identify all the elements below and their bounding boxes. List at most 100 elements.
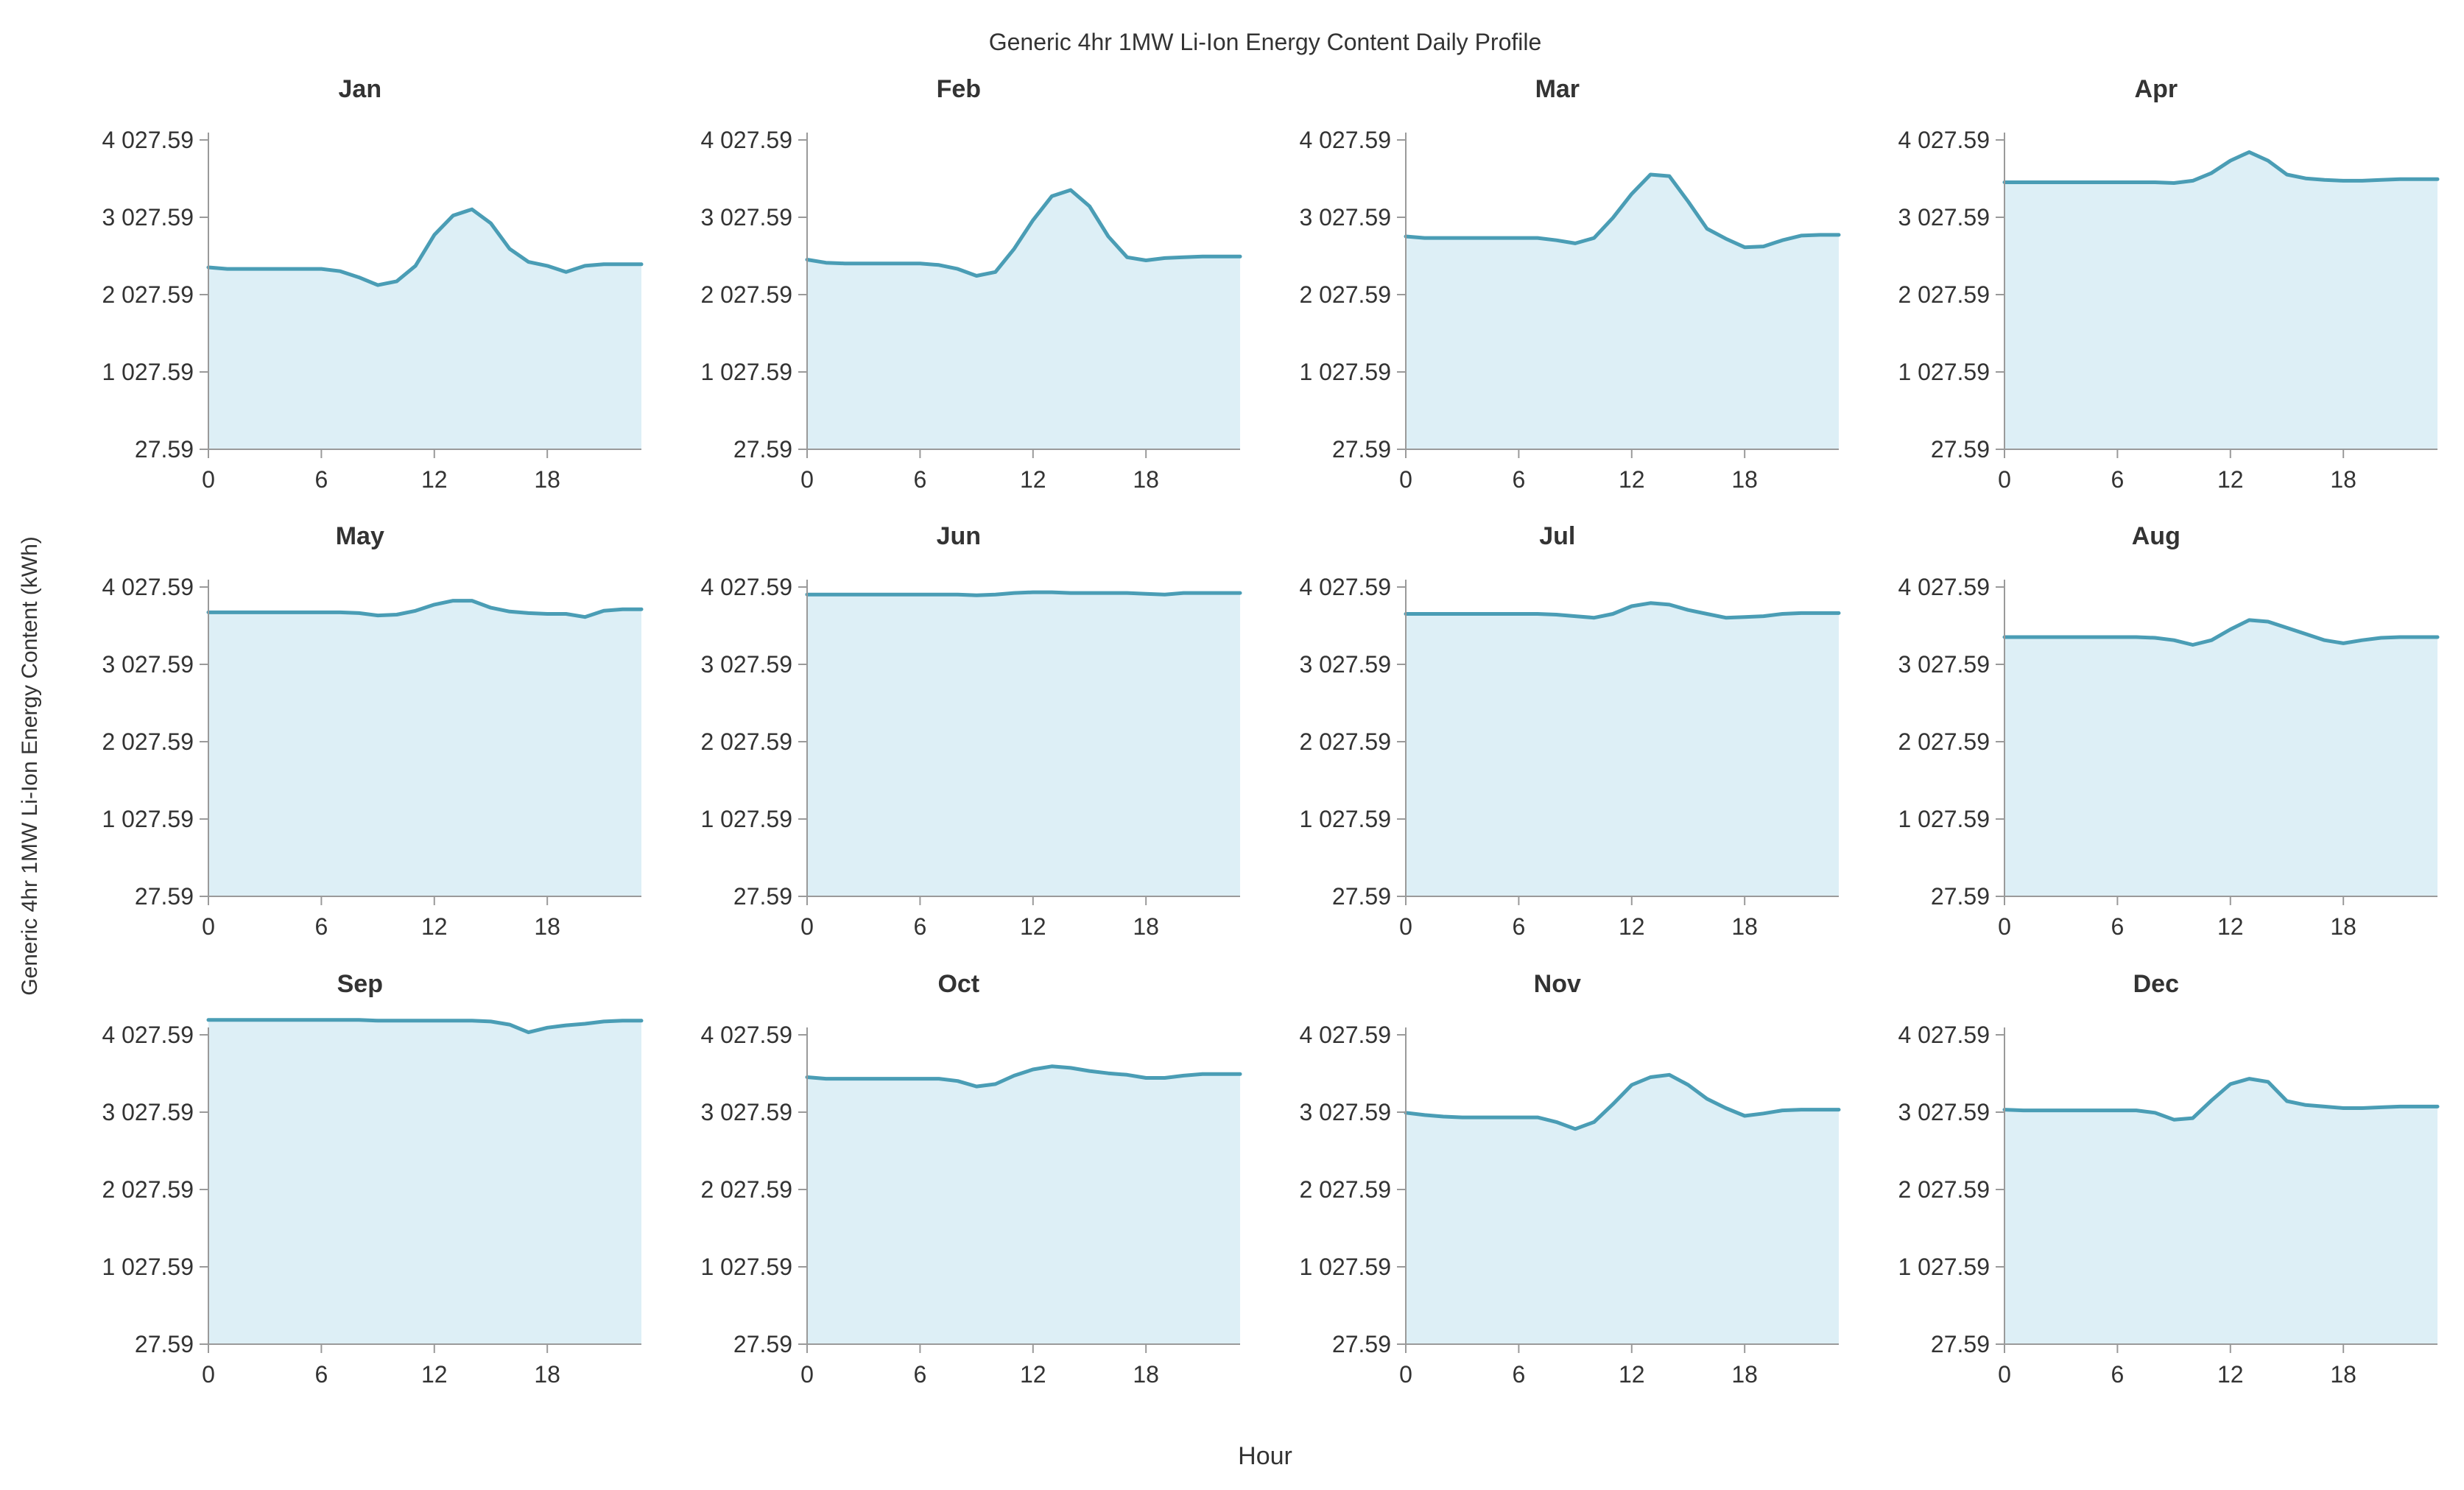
x-tick-label: 12 bbox=[1619, 1361, 1645, 1388]
series-line bbox=[1404, 1072, 1841, 1131]
panel-sep: 27.59 1 027.59 2 027.59 3 027.59 4 027.59 0 6 1… bbox=[102, 970, 644, 1388]
x-tick-label: 18 bbox=[1731, 466, 1758, 493]
y-tick-label: 27.59 bbox=[1931, 1331, 1990, 1357]
y-tick-label: 27.59 bbox=[1332, 436, 1391, 463]
panel-oct: 27.59 1 027.59 2 027.59 3 027.59 4 027.59 0 6 1… bbox=[700, 970, 1242, 1388]
series-area bbox=[1406, 1075, 1839, 1344]
x-tick-label: 12 bbox=[421, 466, 448, 493]
panel-mar: 27.59 1 027.59 2 027.59 3 027.59 4 027.59 0 6 1… bbox=[1299, 75, 1841, 493]
y-tick-label: 1 027.59 bbox=[1898, 806, 1990, 832]
panel-title: May bbox=[336, 522, 384, 550]
panel-title: Feb bbox=[937, 75, 981, 103]
y-tick-label: 2 027.59 bbox=[102, 281, 194, 308]
series-area bbox=[2004, 152, 2437, 449]
panel-title: Dec bbox=[2133, 970, 2179, 998]
panel-apr: 27.59 1 027.59 2 027.59 3 027.59 4 027.59 0 6 1… bbox=[1898, 75, 2440, 493]
figure-x-axis-label: Hour bbox=[1238, 1442, 1292, 1470]
panel-title: Jan bbox=[339, 75, 382, 103]
x-tick-label: 6 bbox=[314, 913, 328, 940]
x-tick-label: 6 bbox=[1512, 1361, 1525, 1388]
series-area bbox=[2004, 1078, 2437, 1344]
y-tick-label: 3 027.59 bbox=[700, 1099, 792, 1125]
y-tick-label: 4 027.59 bbox=[1299, 574, 1391, 600]
x-tick-label: 18 bbox=[2330, 466, 2356, 493]
y-tick-label: 4 027.59 bbox=[102, 1022, 194, 1048]
series-line bbox=[2002, 150, 2440, 185]
panels-group: 27.59 1 027.59 2 027.59 3 027.59 4 027.59 0 6 1… bbox=[102, 75, 2440, 1388]
y-tick-label: 27.59 bbox=[733, 1331, 792, 1357]
figure-title: Generic 4hr 1MW Li-Ion Energy Content Da… bbox=[989, 29, 1542, 55]
series-area bbox=[1406, 175, 1839, 449]
y-tick-label: 27.59 bbox=[135, 436, 194, 463]
y-tick-label: 2 027.59 bbox=[1299, 728, 1391, 755]
y-tick-label: 4 027.59 bbox=[102, 574, 194, 600]
y-tick-label: 1 027.59 bbox=[700, 359, 792, 385]
x-tick-label: 0 bbox=[1998, 1361, 2011, 1388]
y-tick-label: 4 027.59 bbox=[1299, 127, 1391, 153]
series-area bbox=[208, 1019, 641, 1344]
x-tick-label: 0 bbox=[1399, 466, 1412, 493]
series-line bbox=[805, 188, 1242, 278]
x-tick-label: 18 bbox=[1133, 1361, 1159, 1388]
panel-may: 27.59 1 027.59 2 027.59 3 027.59 4 027.59 0 6 1… bbox=[102, 522, 644, 940]
series-line bbox=[2002, 1077, 2440, 1122]
x-tick-label: 18 bbox=[534, 913, 560, 940]
series-area bbox=[807, 592, 1240, 896]
series-line bbox=[1404, 172, 1841, 250]
x-tick-label: 6 bbox=[913, 466, 926, 493]
x-tick-label: 0 bbox=[1998, 466, 2011, 493]
y-tick-label: 3 027.59 bbox=[700, 651, 792, 678]
x-tick-label: 18 bbox=[2330, 1361, 2356, 1388]
series-line bbox=[1404, 601, 1841, 620]
y-tick-label: 2 027.59 bbox=[102, 1176, 194, 1203]
y-tick-label: 1 027.59 bbox=[1898, 359, 1990, 385]
y-tick-label: 27.59 bbox=[135, 883, 194, 910]
y-tick-label: 1 027.59 bbox=[102, 1254, 194, 1280]
x-tick-label: 6 bbox=[314, 1361, 328, 1388]
x-tick-label: 12 bbox=[2217, 1361, 2244, 1388]
y-tick-label: 2 027.59 bbox=[700, 281, 792, 308]
y-tick-label: 1 027.59 bbox=[700, 806, 792, 832]
x-tick-label: 12 bbox=[421, 913, 448, 940]
panel-title: Apr bbox=[2135, 75, 2178, 103]
panel-title: Nov bbox=[1534, 970, 1581, 998]
x-tick-label: 0 bbox=[800, 1361, 814, 1388]
y-tick-label: 4 027.59 bbox=[700, 1022, 792, 1048]
y-tick-label: 2 027.59 bbox=[1898, 728, 1990, 755]
x-tick-label: 6 bbox=[1512, 913, 1525, 940]
x-tick-label: 12 bbox=[421, 1361, 448, 1388]
y-tick-label: 3 027.59 bbox=[1898, 1099, 1990, 1125]
x-tick-label: 0 bbox=[1399, 1361, 1412, 1388]
y-tick-label: 3 027.59 bbox=[102, 204, 194, 231]
x-tick-label: 12 bbox=[2217, 913, 2244, 940]
x-tick-label: 0 bbox=[1998, 913, 2011, 940]
y-tick-label: 2 027.59 bbox=[1299, 1176, 1391, 1203]
y-tick-label: 27.59 bbox=[1931, 436, 1990, 463]
y-tick-label: 1 027.59 bbox=[1299, 1254, 1391, 1280]
x-tick-label: 12 bbox=[1619, 466, 1645, 493]
x-tick-label: 18 bbox=[1133, 466, 1159, 493]
y-tick-label: 4 027.59 bbox=[1898, 1022, 1990, 1048]
x-tick-label: 18 bbox=[2330, 913, 2356, 940]
y-tick-label: 2 027.59 bbox=[102, 728, 194, 755]
figure-y-axis-label: Generic 4hr 1MW Li-Ion Energy Content (k… bbox=[18, 536, 42, 996]
panel-title: Oct bbox=[937, 970, 979, 998]
panel-dec: 27.59 1 027.59 2 027.59 3 027.59 4 027.59 0 6 1… bbox=[1898, 970, 2440, 1388]
x-tick-label: 0 bbox=[800, 913, 814, 940]
x-tick-label: 18 bbox=[1731, 913, 1758, 940]
x-tick-label: 6 bbox=[2111, 913, 2124, 940]
y-tick-label: 4 027.59 bbox=[102, 127, 194, 153]
y-tick-label: 4 027.59 bbox=[1299, 1022, 1391, 1048]
panel-title: Mar bbox=[1535, 75, 1580, 103]
x-tick-label: 18 bbox=[1731, 1361, 1758, 1388]
panel-nov: 27.59 1 027.59 2 027.59 3 027.59 4 027.59 0 6 1… bbox=[1299, 970, 1841, 1388]
y-tick-label: 2 027.59 bbox=[1299, 281, 1391, 308]
y-tick-label: 1 027.59 bbox=[102, 806, 194, 832]
panel-jan: 27.59 1 027.59 2 027.59 3 027.59 4 027.59 0 6 1… bbox=[102, 75, 644, 493]
y-tick-label: 1 027.59 bbox=[1299, 806, 1391, 832]
x-tick-label: 0 bbox=[800, 466, 814, 493]
series-area bbox=[2004, 619, 2437, 896]
y-tick-label: 2 027.59 bbox=[700, 728, 792, 755]
series-area bbox=[807, 1066, 1240, 1344]
